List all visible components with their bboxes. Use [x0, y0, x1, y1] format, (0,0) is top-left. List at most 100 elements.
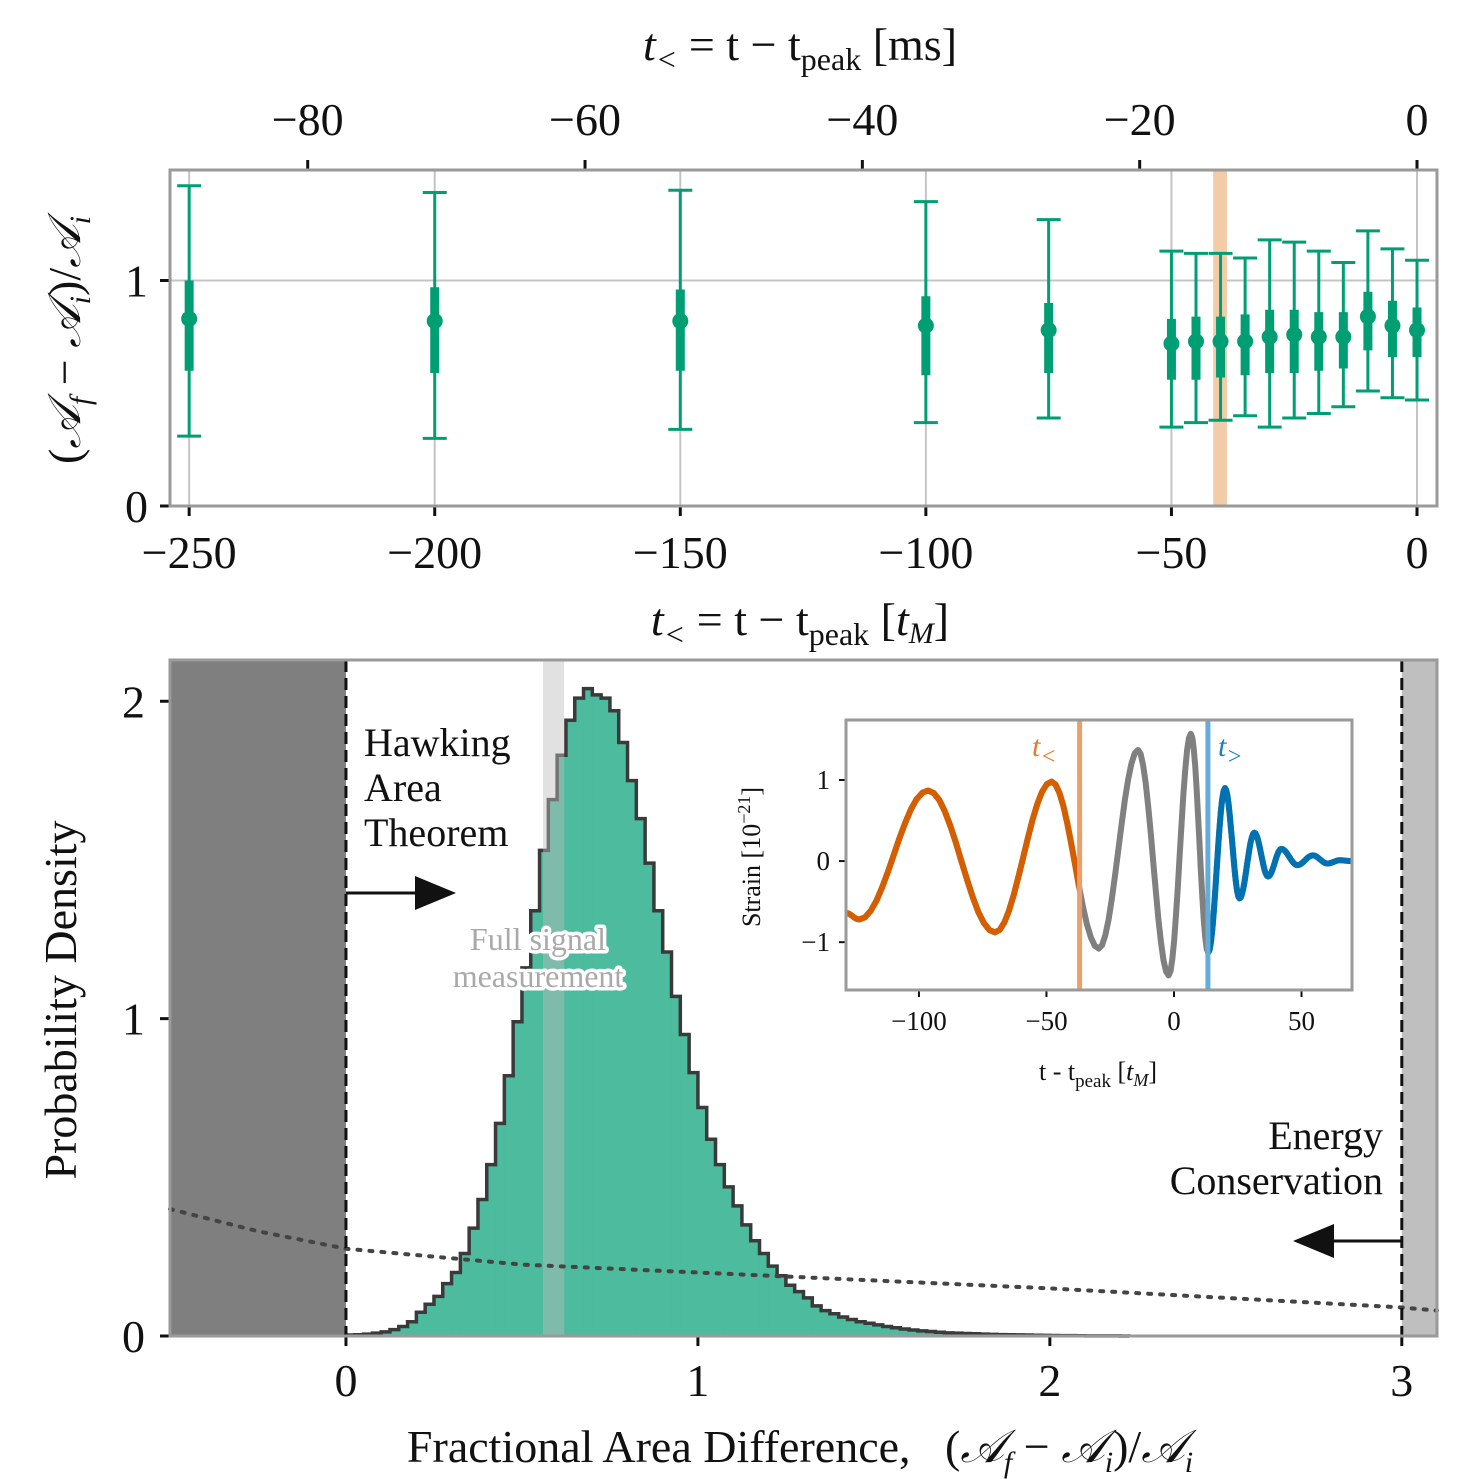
histogram-bin	[671, 996, 681, 1336]
histogram-bin	[451, 1272, 461, 1336]
x-tick-label: −100	[878, 527, 973, 578]
median-marker	[1384, 317, 1401, 334]
histogram-bin	[442, 1283, 453, 1336]
histogram-bin	[433, 1296, 444, 1336]
histogram-bin	[750, 1240, 761, 1336]
top-x-tick-label: −60	[549, 94, 621, 145]
histogram-bin	[425, 1304, 435, 1336]
histogram-bin	[847, 1319, 857, 1336]
energy-label-line1: Energy	[1268, 1113, 1383, 1158]
histogram-bin	[407, 1321, 417, 1336]
histogram-bin	[829, 1313, 840, 1336]
histogram-bin	[909, 1329, 919, 1336]
histogram-bin	[882, 1326, 892, 1336]
x-tick-label: 0	[1406, 527, 1429, 578]
median-marker	[1359, 308, 1376, 325]
histogram-bin	[460, 1253, 470, 1336]
histogram-bin	[680, 1034, 690, 1336]
x-tick-label: 1	[686, 1355, 709, 1406]
median-marker	[1040, 322, 1057, 339]
median-marker	[1261, 328, 1278, 345]
histogram-bin	[636, 818, 646, 1336]
t-before-label: t<	[1032, 730, 1057, 770]
inset-frame	[844, 718, 1354, 992]
inset-x-tick-label: 50	[1288, 1006, 1315, 1036]
top-ylabel: (𝒜f − 𝒜i)/𝒜i	[39, 212, 97, 464]
error-bar-point	[1380, 247, 1405, 400]
full-signal-label-line2: measurement	[453, 958, 624, 994]
histogram-bin	[601, 698, 611, 1336]
y-tick-label: 1	[122, 994, 145, 1045]
hawking-label-line2: Area	[364, 765, 442, 810]
top-panel: −250 −200 −150 −100 −50 001−80 −60 −40 −20 0	[125, 94, 1439, 578]
histogram-bin	[724, 1186, 734, 1336]
t-after-label: t>	[1218, 730, 1243, 770]
histogram-bin	[495, 1123, 505, 1336]
histogram-bin	[565, 720, 576, 1336]
error-bar-point	[1282, 240, 1307, 420]
error-bar-point	[1036, 218, 1061, 420]
error-bar-point	[1257, 238, 1282, 429]
inset-xlabel: t - tpeak [tM]	[1039, 1057, 1157, 1092]
top-x-tick-label: −40	[826, 94, 898, 145]
error-bar-point	[913, 200, 938, 425]
median-marker	[1163, 335, 1180, 352]
median-marker	[1286, 326, 1303, 343]
histogram-bin	[539, 850, 549, 1336]
error-bar-point	[1331, 260, 1356, 409]
hawking-label-line3: Theorem	[364, 810, 508, 855]
energy-arrow-head	[1293, 1224, 1334, 1258]
histogram-bin	[504, 1075, 514, 1336]
x-tick-label: −150	[633, 527, 728, 578]
error-bar-point	[1208, 251, 1233, 422]
histogram-bin	[812, 1305, 822, 1336]
hawking-label-line1: Hawking	[364, 720, 511, 765]
histogram-bin	[627, 780, 637, 1336]
error-bar-point	[1233, 256, 1258, 418]
histogram-bin	[917, 1330, 928, 1336]
histogram-bin	[398, 1326, 409, 1336]
error-bar-point	[1183, 251, 1208, 425]
histogram-bin	[856, 1321, 866, 1336]
y-tick-label: 0	[122, 1311, 145, 1362]
x-tick-label: 2	[1038, 1355, 1061, 1406]
histogram-bin	[741, 1224, 752, 1336]
error-bar-point	[177, 184, 202, 438]
inset-y-tick-label: 0	[817, 846, 831, 876]
histogram-bin	[521, 967, 532, 1336]
histogram-bin	[486, 1164, 497, 1336]
error-bar-point	[422, 191, 447, 440]
histogram-bin	[645, 863, 655, 1336]
histogram-bin	[583, 688, 593, 1336]
histogram-bin	[838, 1316, 848, 1336]
histogram-bin	[926, 1331, 936, 1336]
histogram-bin	[768, 1266, 778, 1336]
histogram-bin	[548, 799, 558, 1336]
histogram-bin	[891, 1327, 901, 1336]
x-tick-label: −200	[387, 527, 482, 578]
x-tick-label: −50	[1135, 527, 1207, 578]
error-bar-point	[1306, 249, 1331, 416]
histogram-bin	[715, 1164, 725, 1336]
histogram-bin	[759, 1253, 769, 1336]
waveform-before	[846, 778, 1083, 936]
median-marker	[1335, 328, 1352, 345]
histogram-bin	[389, 1329, 400, 1336]
waveform-group	[846, 730, 1352, 979]
histogram-bin	[574, 698, 585, 1336]
bottom-plot-frame	[168, 658, 1439, 1338]
top-x-tick-label: −80	[272, 94, 344, 145]
inset-x-tick-label: 0	[1167, 1006, 1181, 1036]
excluded-region	[170, 660, 346, 1336]
histogram-bin	[662, 951, 673, 1336]
median-marker	[1212, 333, 1229, 350]
error-bar-point	[1159, 249, 1184, 429]
full-signal-label-line1: Full signal	[470, 921, 606, 957]
error-bar-point	[1405, 258, 1430, 402]
histogram-bin	[697, 1107, 708, 1336]
histogram-bin	[469, 1228, 479, 1336]
median-marker	[1187, 333, 1204, 350]
y-tick-label: 0	[125, 481, 148, 532]
histogram-bin	[873, 1324, 884, 1336]
